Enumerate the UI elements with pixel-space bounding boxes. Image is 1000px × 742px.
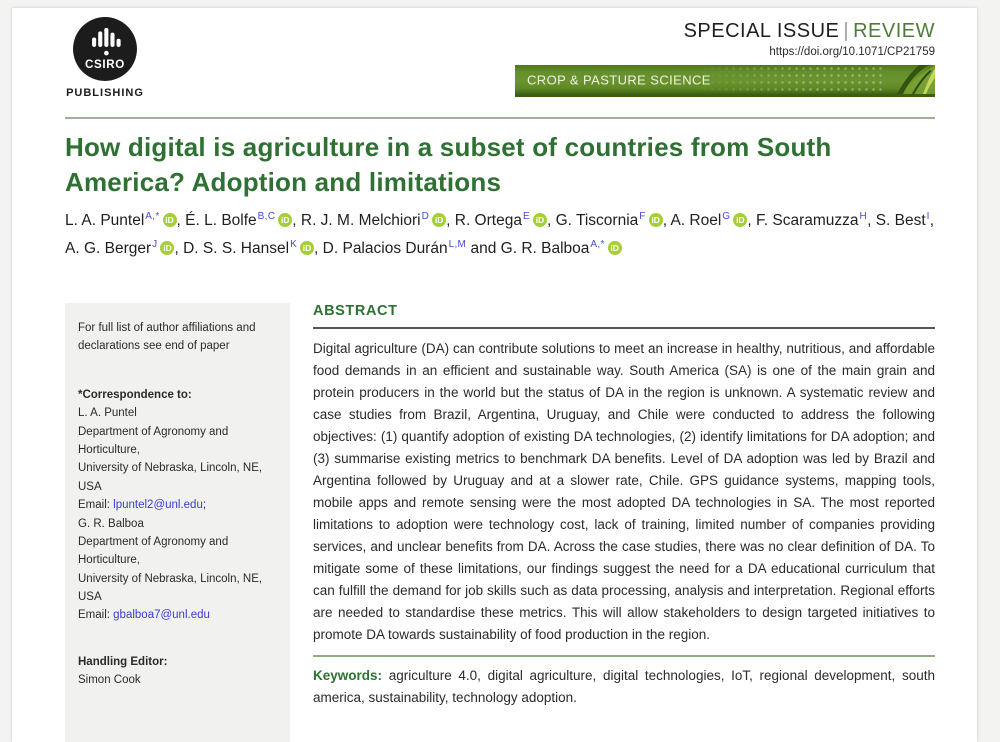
abstract-text: Digital agriculture (DA) can contribute … xyxy=(313,341,935,642)
publishing-label: PUBLISHING xyxy=(66,87,144,99)
masthead-right: SPECIAL ISSUE | REVIEW https://doi.org/10.… xyxy=(684,20,935,58)
author-superscript: A,* xyxy=(145,210,160,222)
author: A. G. BergerJ iD xyxy=(65,238,175,257)
article-type: SPECIAL ISSUE | REVIEW xyxy=(684,20,935,43)
orcid-icon[interactable]: iD xyxy=(532,213,547,227)
author-list: L. A. PuntelA,* iD, É. L. BolfeB,C iD, R. … xyxy=(65,210,935,257)
correspondent-univ: University of Nebraska, Lincoln, NE, USA xyxy=(78,572,263,604)
email-label: Email: xyxy=(78,499,114,512)
review-label: REVIEW xyxy=(853,20,935,42)
correspondent-univ: University of Nebraska, Lincoln, NE, USA xyxy=(78,462,263,493)
sidebar: For full list of author affiliations and… xyxy=(65,303,290,742)
banner-leaf-graphic xyxy=(897,65,935,94)
author-superscript: K xyxy=(290,238,298,250)
orcid-icon[interactable]: iD xyxy=(162,213,177,227)
author-superscript: J xyxy=(152,238,158,250)
correspondent-email-line: Email: gbalboa7@unl.edu xyxy=(78,606,277,624)
csiro-logo-icon: CSIRO xyxy=(73,17,137,81)
author: D. Palacios DuránL,M xyxy=(322,238,467,257)
author: L. A. PuntelA,* iD xyxy=(65,210,177,229)
author-superscript: E xyxy=(522,210,530,222)
header-divider xyxy=(65,117,935,119)
author: F. ScaramuzzaH xyxy=(756,210,868,229)
doi-link[interactable]: https://doi.org/10.1071/CP21759 xyxy=(769,46,935,58)
publisher-logo: CSIRO PUBLISHING xyxy=(65,15,145,99)
email-link[interactable]: gbalboa7@unl.edu xyxy=(113,609,210,622)
author: É. L. BolfeB,C iD xyxy=(185,210,293,229)
orcid-icon[interactable]: iD xyxy=(278,213,293,227)
email-label: Email: xyxy=(78,609,114,622)
correspondent-name: L. A. Puntel xyxy=(78,407,137,420)
correspondence-label: *Correspondence to: xyxy=(78,388,192,401)
author-superscript: A,* xyxy=(590,238,605,250)
author: A. RoelG iD xyxy=(670,210,748,229)
correspondent-email-line: Email: lpuntel2@unl.edu; xyxy=(78,496,277,514)
author: G. R. BalboaA,* iD xyxy=(501,238,622,257)
orcid-icon[interactable]: iD xyxy=(648,213,663,227)
author-superscript: I xyxy=(926,210,930,222)
abstract-divider xyxy=(313,327,935,329)
author-superscript: H xyxy=(859,210,868,222)
orcid-icon[interactable]: iD xyxy=(160,240,175,255)
author: D. S. S. HanselK iD xyxy=(183,238,315,257)
keywords-divider xyxy=(313,655,935,657)
correspondent-dept: Department of Agronomy and Horticulture, xyxy=(78,425,229,456)
article-page: CSIRO PUBLISHING SPECIAL ISSUE | REVIEW ht… xyxy=(12,8,977,742)
affiliation-note: For full list of author affiliations and… xyxy=(78,322,256,353)
orcid-icon[interactable]: iD xyxy=(607,240,622,255)
keywords-label: Keywords: xyxy=(313,668,383,683)
svg-text:CSIRO: CSIRO xyxy=(85,59,125,71)
orcid-icon[interactable]: iD xyxy=(733,213,748,227)
orcid-icon[interactable]: iD xyxy=(432,213,447,227)
author-superscript: G xyxy=(722,210,731,222)
handling-editor-name: Simon Cook xyxy=(78,674,141,687)
author-superscript: B,C xyxy=(257,210,276,222)
abstract-column: ABSTRACT Digital agriculture (DA) can co… xyxy=(313,303,935,742)
author: R. OrtegaE iD xyxy=(455,210,547,229)
author: S. BestI xyxy=(875,210,930,229)
separator: | xyxy=(843,20,850,42)
special-issue-label: SPECIAL ISSUE xyxy=(683,20,840,42)
journal-name: CROP & PASTURE SCIENCE xyxy=(527,72,711,87)
handling-editor-block: Handling Editor: Simon Cook xyxy=(78,653,277,690)
orcid-icon[interactable]: iD xyxy=(300,240,315,255)
email-link[interactable]: lpuntel2@unl.edu xyxy=(113,499,203,512)
author-superscript: L,M xyxy=(448,238,467,250)
keywords-text: agriculture 4.0, digital agriculture, di… xyxy=(313,668,935,705)
abstract-heading: ABSTRACT xyxy=(313,303,398,319)
correspondent-name: G. R. Balboa xyxy=(78,517,144,530)
halftone-pattern xyxy=(695,65,885,94)
author-superscript: D xyxy=(421,210,430,222)
author-superscript: F xyxy=(639,210,646,222)
handling-editor-label: Handling Editor: xyxy=(78,655,168,668)
body-columns: For full list of author affiliations and… xyxy=(65,303,935,742)
article-title: How digital is agriculture in a subset o… xyxy=(65,132,832,197)
author: R. J. M. MelchioriD iD xyxy=(301,210,447,229)
keywords: Keywords: agriculture 4.0, digital agric… xyxy=(313,665,935,709)
journal-banner: CROP & PASTURE SCIENCE xyxy=(515,65,935,97)
correspondent-dept: Department of Agronomy and Horticulture, xyxy=(78,535,229,567)
author: G. TiscorniaF iD xyxy=(556,210,663,229)
email-suffix: ; xyxy=(202,499,207,512)
